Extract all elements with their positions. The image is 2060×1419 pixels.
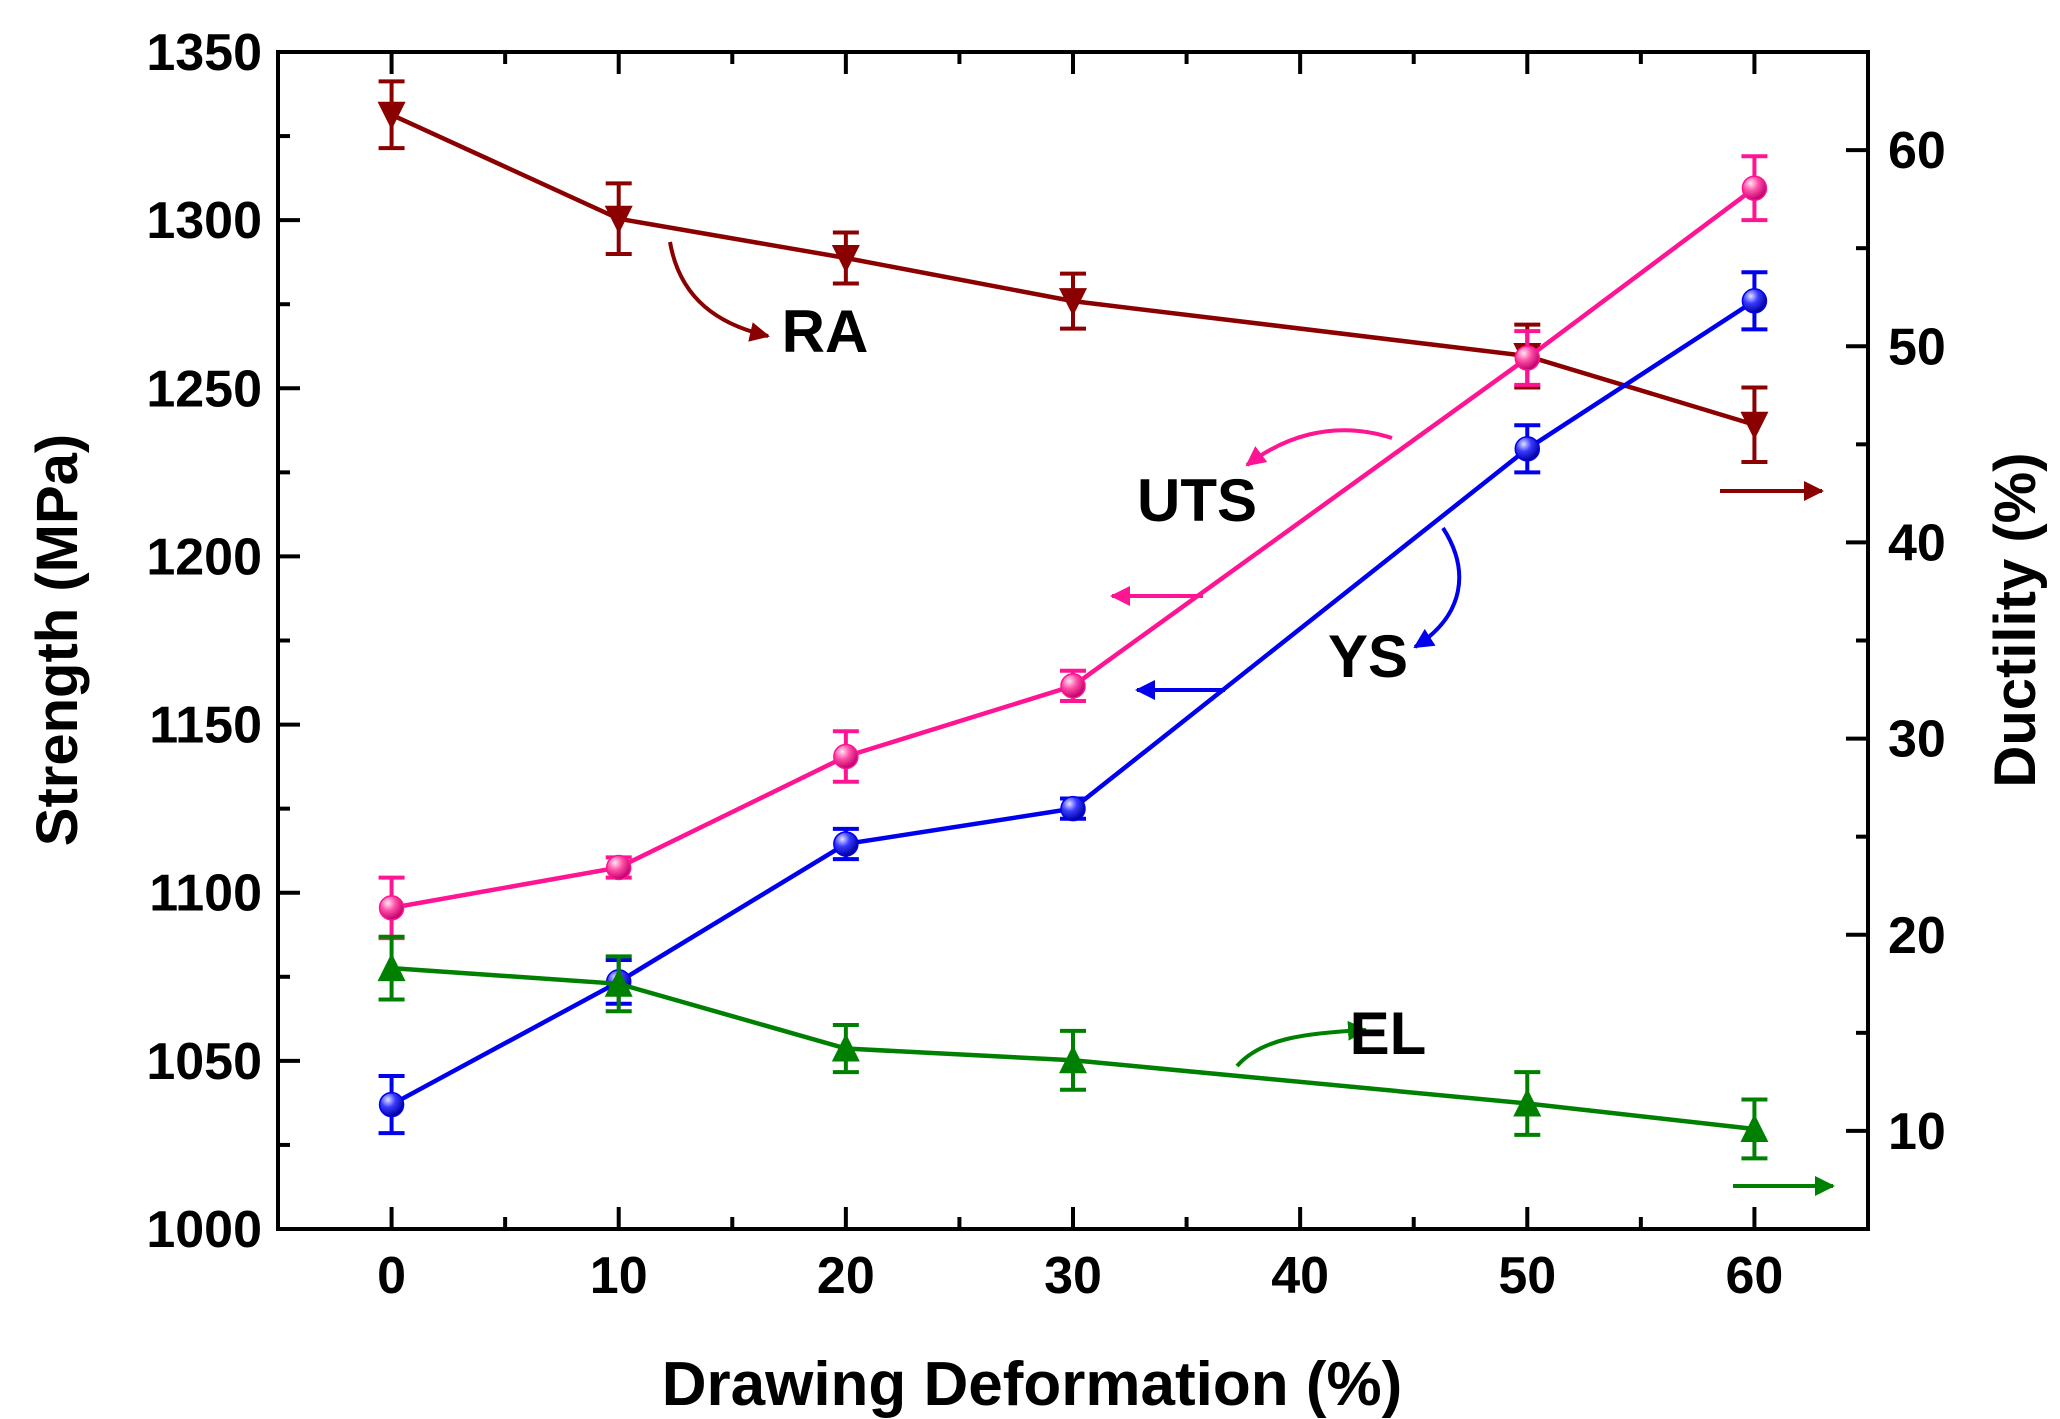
data-point <box>1514 345 1541 371</box>
data-point <box>831 244 860 273</box>
x-tick-label: 0 <box>377 1247 406 1305</box>
x-axis-label: Drawing Deformation (%) <box>662 1350 1403 1419</box>
x-tick-label: 50 <box>1498 1247 1556 1305</box>
data-point <box>831 1033 860 1062</box>
data-point <box>1513 1088 1542 1117</box>
series-line-ys <box>390 298 1756 1107</box>
annotation-el: EL <box>1235 1000 1835 1196</box>
data-point <box>1060 673 1086 699</box>
annotation-label: UTS <box>1137 467 1257 534</box>
data-point <box>1741 175 1768 201</box>
data-point <box>833 831 859 857</box>
data-point <box>1740 411 1769 440</box>
series-line-el <box>391 965 1755 1132</box>
data-point <box>378 1091 405 1118</box>
pointer-arrow <box>668 241 770 342</box>
x-tick-label: 10 <box>590 1247 648 1305</box>
annotation-ys: YS <box>1135 526 1462 700</box>
y-left-tick-label: 1100 <box>149 865 262 923</box>
annotations: RA UTS YS EL <box>668 241 1835 1196</box>
y-right-tick-label: 30 <box>1888 711 1946 769</box>
y-left-tick-label: 1000 <box>146 1201 262 1259</box>
data-point <box>604 968 633 997</box>
data-point <box>604 205 633 234</box>
axes: 0 10 20 30 40 50 60100010501100115012001250130… <box>146 24 1946 1305</box>
data-point <box>378 895 405 921</box>
annotation-label: RA <box>782 298 869 365</box>
data-point <box>1060 795 1086 822</box>
y-axis-right-label: Ductility (%) <box>1983 452 2048 787</box>
pointer-arrow <box>1245 428 1393 467</box>
series-line-ra <box>390 112 1756 427</box>
y-right-tick-label: 20 <box>1888 907 1946 965</box>
annotation-label: YS <box>1328 623 1408 690</box>
data-point <box>1741 288 1768 314</box>
y-left-tick-label: 1300 <box>146 192 262 250</box>
x-tick-label: 40 <box>1271 1247 1329 1305</box>
series-uts <box>378 154 1768 941</box>
pointer-arrow <box>1413 526 1462 649</box>
x-tick-label: 20 <box>817 1247 875 1305</box>
y-left-tick-label: 1350 <box>146 24 262 82</box>
y-left-tick-label: 1050 <box>146 1033 262 1091</box>
y-left-tick-label: 1250 <box>146 360 262 418</box>
x-tick-label: 30 <box>1044 1247 1102 1305</box>
y-right-tick-label: 50 <box>1888 318 1946 376</box>
y-left-tick-label: 1150 <box>149 697 262 755</box>
y-right-tick-label: 10 <box>1888 1103 1946 1161</box>
data-point <box>377 953 406 982</box>
y-right-tick-label: 60 <box>1888 122 1946 180</box>
annotation-label: EL <box>1350 1000 1427 1067</box>
x-tick-label: 60 <box>1726 1247 1784 1305</box>
data-point <box>1059 1045 1087 1074</box>
data-point <box>1514 436 1541 462</box>
data-point <box>377 101 406 130</box>
y-axis-left-label: Strength (MPa) <box>25 434 90 846</box>
y-left-tick-label: 1200 <box>146 528 262 586</box>
annotation-ra: RA <box>668 241 1824 501</box>
data-point <box>833 743 859 770</box>
pointer-arrow <box>1235 1020 1368 1068</box>
series-el <box>377 934 1769 1161</box>
series-ra <box>377 79 1769 464</box>
series-line-uts <box>391 186 1756 911</box>
data-point <box>1059 288 1087 317</box>
series-layer <box>377 79 1769 1161</box>
data-point <box>1740 1113 1769 1142</box>
y-right-tick-label: 40 <box>1888 514 1946 572</box>
data-point <box>605 854 632 881</box>
annotation-uts: UTS <box>1110 428 1393 606</box>
